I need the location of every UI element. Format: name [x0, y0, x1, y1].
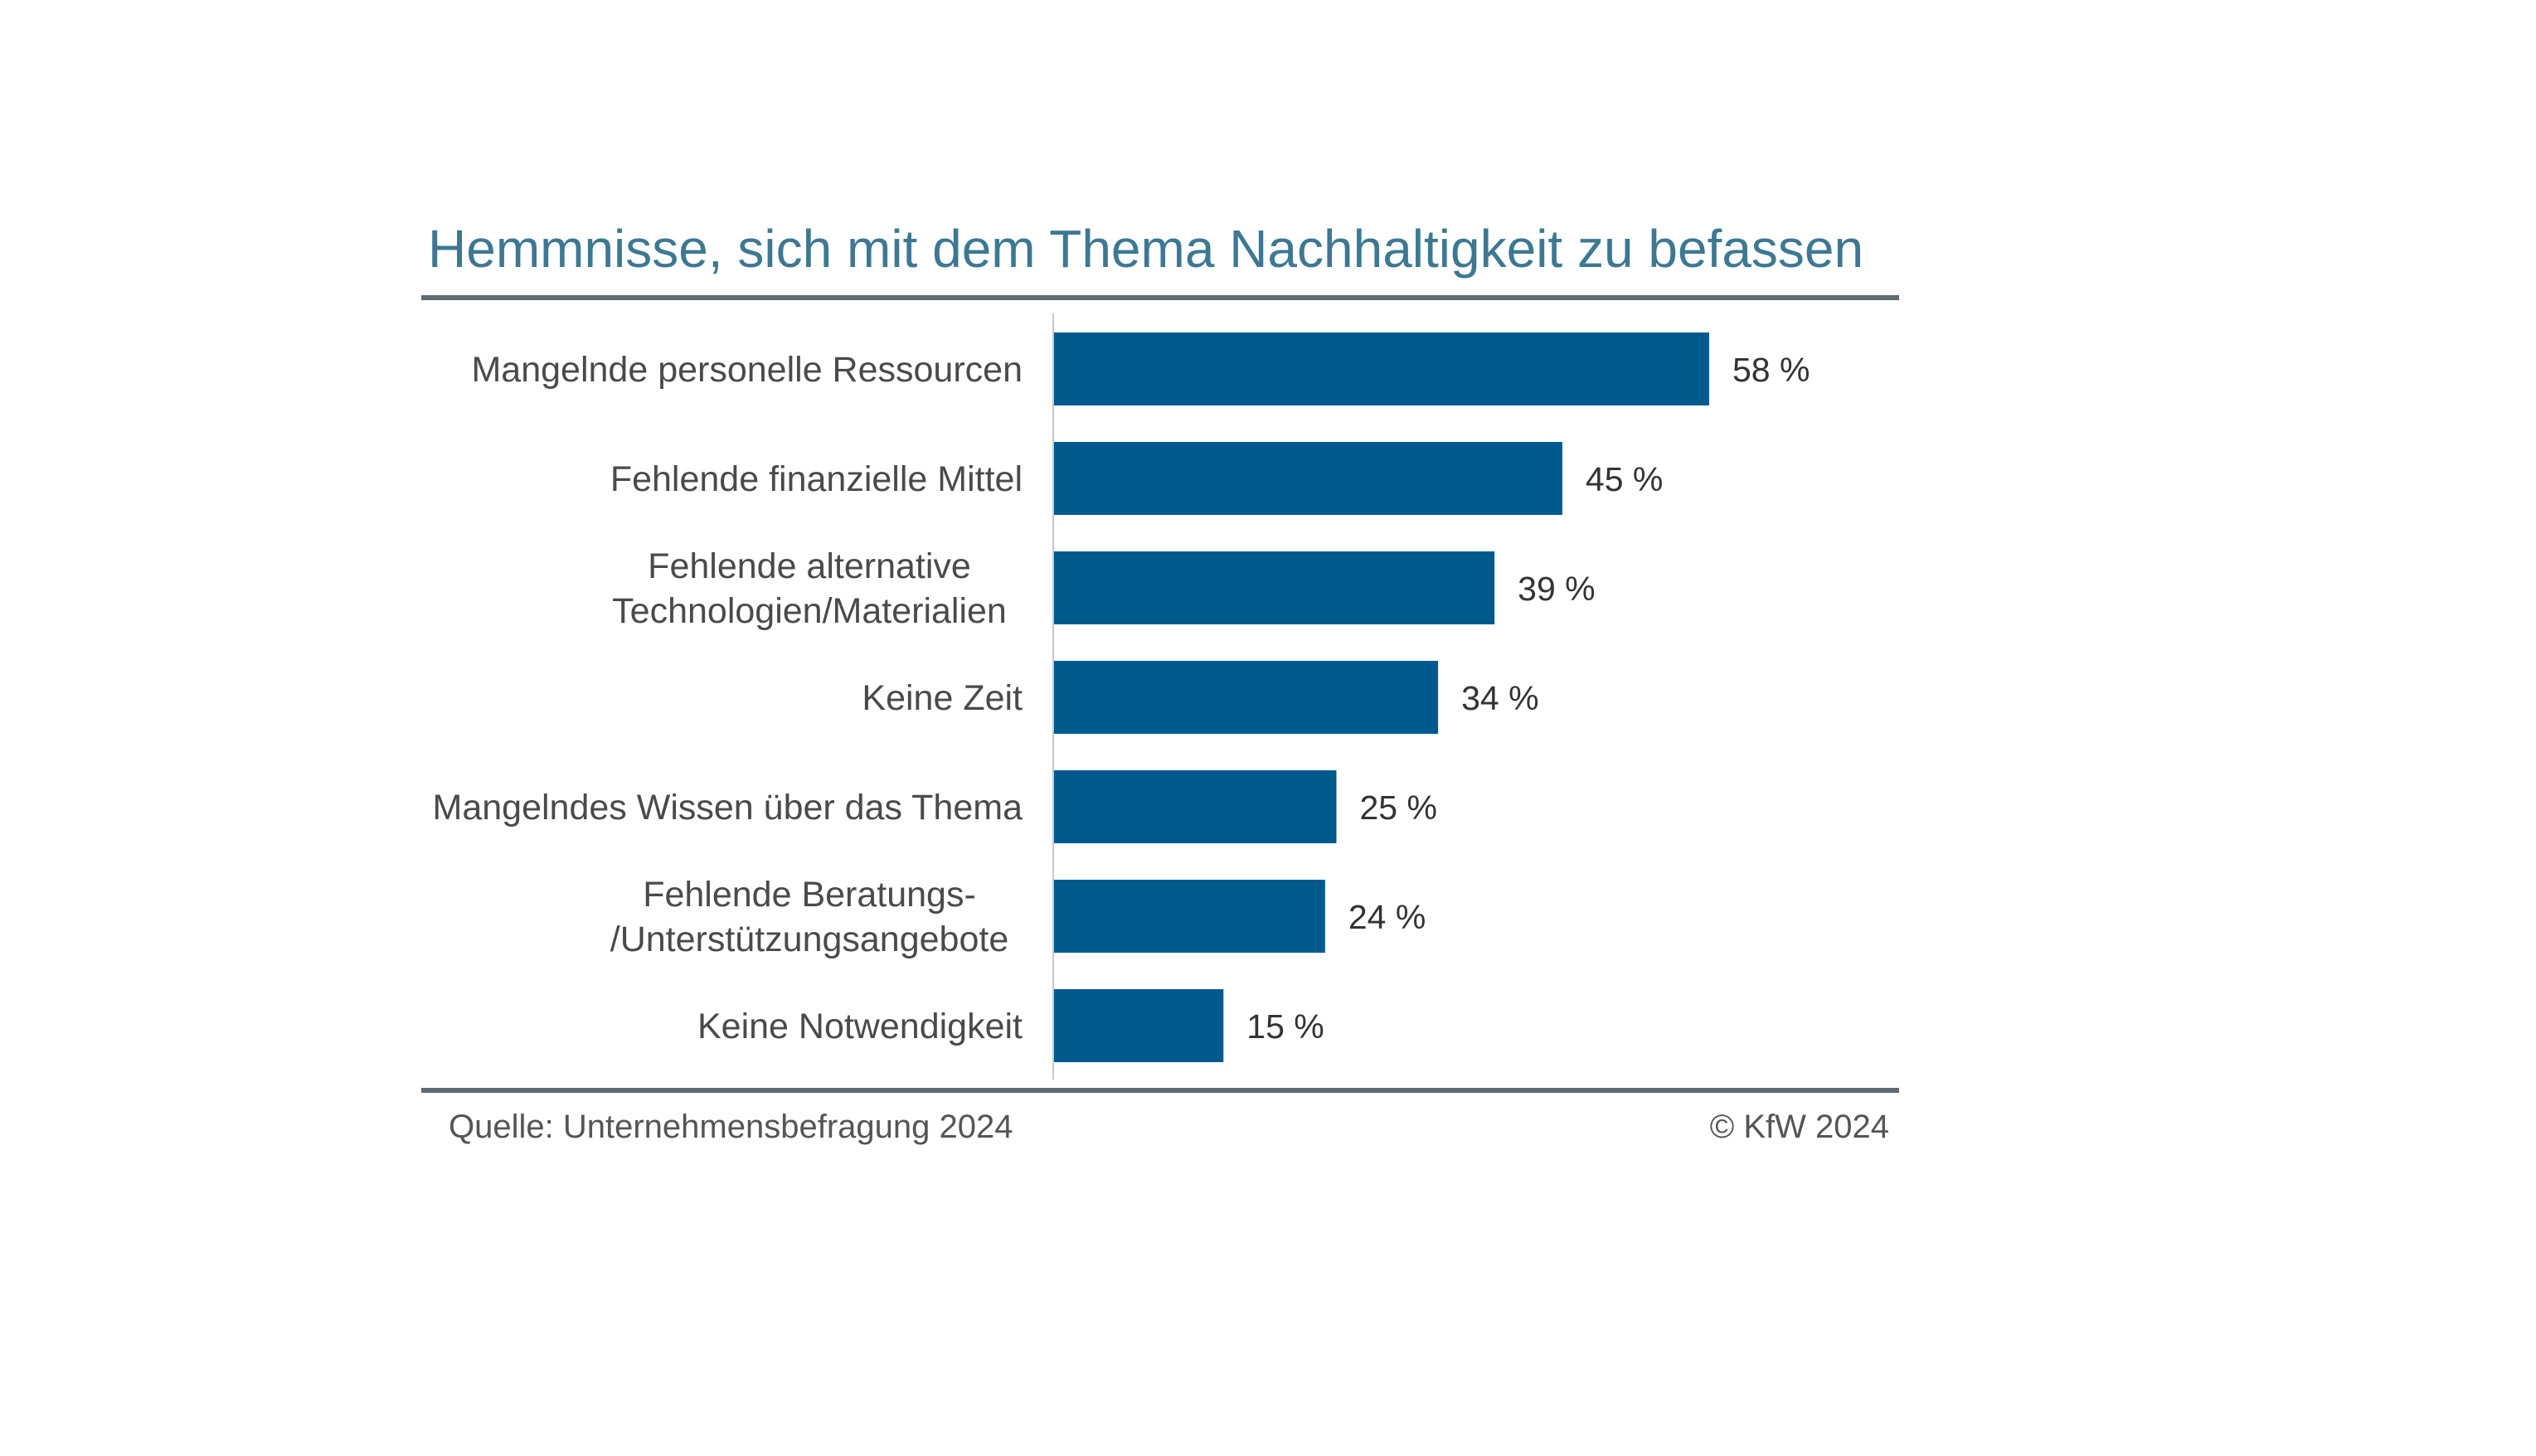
- bars: 58 % Mangelnde personelle Ressourcen 45 % F…: [433, 332, 1810, 1062]
- category-label: Fehlende finanzielle Mittel: [610, 459, 1023, 499]
- source-note: Quelle: Unternehmensbefragung 2024: [449, 1109, 1013, 1145]
- bar: [1054, 442, 1562, 515]
- bar: [1054, 989, 1224, 1062]
- category-label: Mangelndes Wissen über das Thema: [433, 788, 1023, 827]
- category-label-line: Keine Zeit: [862, 678, 1023, 718]
- category-label: Fehlende Beratungs- /Unterstützungsangebo…: [610, 875, 1009, 959]
- copyright-note: © KfW 2024: [1709, 1109, 1889, 1145]
- category-label-line: /Unterstützungsangebote: [610, 920, 1009, 959]
- category-label: Keine Zeit: [862, 678, 1023, 718]
- bar: [1054, 661, 1439, 734]
- category-label-line: Fehlende Beratungs-: [643, 875, 976, 915]
- value-label: 39 %: [1518, 570, 1595, 608]
- chart-title: Hemmnisse, sich mit dem Thema Nachhaltig…: [428, 219, 1864, 279]
- category-label-line: Technologien/Materialien: [612, 591, 1007, 631]
- value-label: 15 %: [1246, 1007, 1324, 1046]
- category-label-line: Mangelnde personelle Ressourcen: [471, 350, 1023, 390]
- category-label-line: Fehlende alternative: [648, 546, 971, 586]
- category-label: Keine Notwendigkeit: [697, 1007, 1023, 1046]
- bar: [1054, 880, 1325, 953]
- category-label: Mangelnde personelle Ressourcen: [471, 350, 1023, 390]
- value-label: 58 %: [1732, 351, 1810, 389]
- category-label: Fehlende alternative Technologien/Materia…: [612, 546, 1007, 631]
- bar: [1054, 770, 1337, 843]
- value-label: 45 %: [1586, 460, 1663, 498]
- bar: [1054, 332, 1709, 405]
- category-label-line: Keine Notwendigkeit: [697, 1007, 1023, 1046]
- category-label-line: Mangelndes Wissen über das Thema: [433, 788, 1023, 827]
- category-label-line: Fehlende finanzielle Mittel: [610, 459, 1023, 499]
- value-label: 34 %: [1461, 679, 1538, 717]
- bar: [1054, 551, 1495, 624]
- value-label: 24 %: [1348, 898, 1426, 936]
- value-label: 25 %: [1360, 789, 1437, 827]
